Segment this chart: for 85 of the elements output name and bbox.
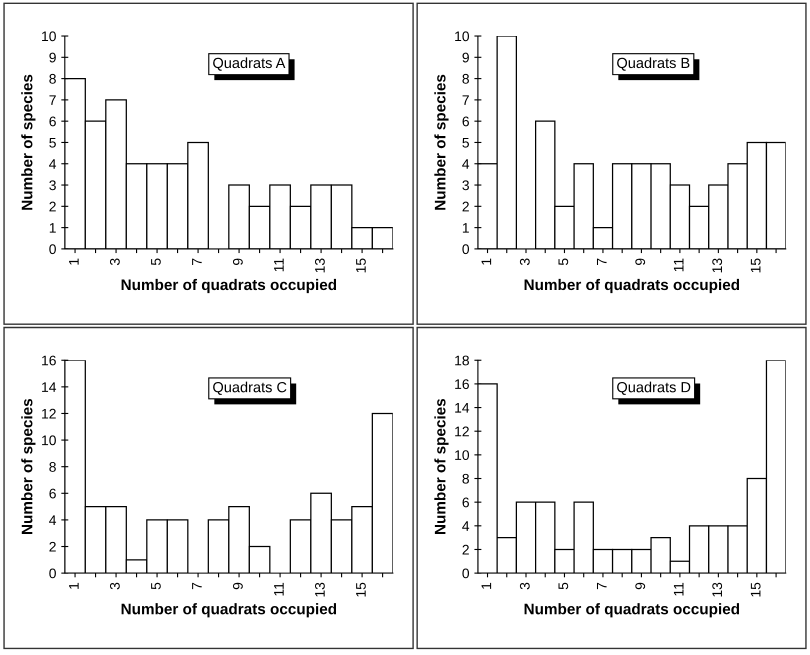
y-tick-label: 1 [50,223,56,233]
y-tick-label: 2 [462,544,469,555]
y-tick-label: 8 [462,74,469,84]
y-tick-label: 0 [49,568,56,578]
x-tick-label: 9 [635,582,646,590]
y-axis-title: Number of species [434,74,449,210]
y-tick-label: 9 [49,52,56,62]
x-tick-label: 3 [520,258,530,266]
x-tick-label: 3 [110,258,120,266]
y-tick-label: 4 [462,521,470,531]
y-tick-label: 5 [49,138,56,148]
x-tick-label: 7 [596,258,607,265]
y-tick-label: 18 [455,356,469,366]
x-tick-label: 13 [712,582,722,597]
x-tick-label: 11 [674,258,684,272]
y-tick-label: 3 [462,180,469,190]
x-tick-label: 15 [356,582,366,597]
y-tick-label: 16 [455,379,469,390]
y-tick-label: 0 [49,244,56,254]
annotation: Quadrats B [617,57,690,71]
x-axis-title: Number of quadrats occupied [524,603,740,618]
y-tick-label: 16 [42,356,56,366]
y-tick-label: 10 [455,31,470,42]
x-axis-title: Number of quadrats occupied [524,278,740,294]
y-axis-title: Number of species [21,398,36,534]
x-tick-label: 11 [274,258,284,272]
y-tick-label: 2 [49,202,56,212]
y-tick-label: 14 [455,403,470,413]
x-tick-label: 5 [151,258,161,266]
x-tick-label: 1 [482,582,492,589]
y-tick-label: 4 [462,159,470,169]
x-tick-label: 9 [635,258,646,265]
x-tick-label: 1 [69,582,79,589]
y-tick-label: 10 [42,31,56,42]
x-tick-label: 3 [520,582,530,590]
y-tick-label: 12 [455,426,469,436]
x-tick-label: 13 [314,258,325,272]
y-axis-title: Number of species [21,74,36,210]
y-tick-label: 2 [462,202,469,212]
y-tick-label: 8 [49,74,56,84]
y-tick-label: 5 [462,138,469,148]
x-tick-label: 5 [558,582,568,590]
x-tick-label: 7 [192,258,202,265]
annotation: Quadrats D [617,382,690,395]
x-tick-label: 1 [69,258,79,265]
x-tick-label: 3 [110,582,120,590]
x-tick-label: 15 [750,258,761,272]
y-tick-label: 2 [49,542,56,552]
y-tick-label: 4 [49,159,56,169]
y-tick-label: 10 [42,435,56,446]
y-tick-label: 6 [462,116,469,126]
x-tick-label: 11 [674,582,684,596]
y-tick-label: 6 [49,116,56,126]
y-tick-label: 4 [49,515,56,525]
y-tick-label: 6 [49,488,56,498]
annotation: Quadrats A [213,57,286,71]
x-tick-label: 9 [232,582,243,590]
y-tick-label: 7 [462,95,469,105]
annotation: Quadrats C [213,382,286,395]
y-tick-label: 0 [462,244,470,254]
y-tick-label: 6 [462,498,469,508]
x-tick-label: 7 [192,582,202,590]
y-tick-label: 0 [462,568,470,578]
y-tick-label: 8 [49,462,56,472]
y-tick-label: 3 [49,180,56,190]
y-tick-label: 7 [49,95,56,105]
x-tick-label: 5 [151,582,161,590]
x-tick-label: 9 [232,258,243,265]
x-tick-label: 7 [596,582,607,590]
y-tick-label: 8 [462,474,469,484]
x-tick-label: 5 [558,258,568,266]
x-axis-title: Number of quadrats occupied [122,603,336,618]
y-tick-label: 1 [462,223,469,233]
x-tick-label: 13 [314,582,325,597]
x-tick-label: 1 [482,258,492,265]
x-tick-label: 11 [274,582,284,596]
y-tick-label: 9 [462,52,469,62]
x-axis-title: Number of quadrats occupied [122,278,336,294]
y-tick-label: 10 [455,450,470,460]
x-tick-label: 15 [356,258,366,272]
y-tick-label: 12 [42,408,56,418]
y-tick-label: 14 [42,382,56,392]
x-tick-label: 13 [712,258,722,272]
y-axis-title: Number of species [434,398,449,534]
x-tick-label: 15 [750,582,761,597]
